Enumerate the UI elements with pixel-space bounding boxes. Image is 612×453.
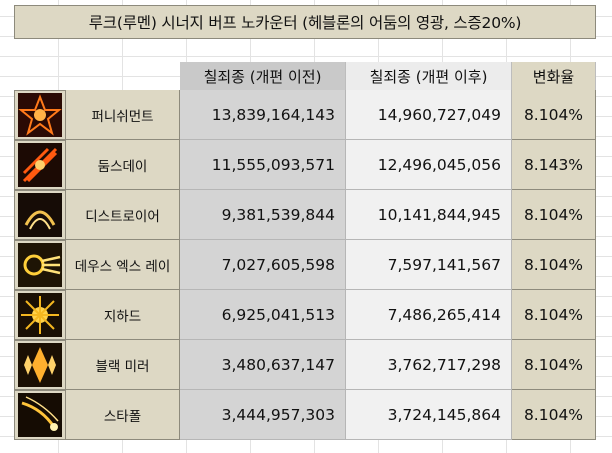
punishment-icon [18, 93, 62, 137]
icon-cell[interactable] [14, 390, 66, 440]
table-row: 블랙 미러 3,480,637,147 3,762,717,298 8.104% [14, 340, 596, 390]
skill-name[interactable]: 지하드 [66, 290, 180, 340]
value-before[interactable]: 9,381,539,844 [180, 190, 346, 240]
table-title[interactable]: 루크(루멘) 시너지 버프 노카운터 (헤블론의 어둠의 영광, 스증20%) [14, 5, 596, 39]
value-rate[interactable]: 8.104% [512, 340, 596, 390]
jihad-icon [18, 293, 62, 337]
icon-cell[interactable] [14, 90, 66, 140]
starfall-icon [18, 393, 62, 437]
doomsday-icon [18, 143, 62, 187]
skill-name[interactable]: 둠스데이 [66, 140, 180, 190]
value-rate[interactable]: 8.104% [512, 240, 596, 290]
value-before[interactable]: 3,480,637,147 [180, 340, 346, 390]
value-after[interactable]: 7,486,265,414 [346, 290, 512, 340]
value-before[interactable]: 13,839,164,143 [180, 90, 346, 140]
value-before[interactable]: 7,027,605,598 [180, 240, 346, 290]
table-row: 데우스 엑스 레이 7,027,605,598 7,597,141,567 8.… [14, 240, 596, 290]
value-rate[interactable]: 8.104% [512, 190, 596, 240]
value-after[interactable]: 14,960,727,049 [346, 90, 512, 140]
value-after[interactable]: 3,724,145,864 [346, 390, 512, 440]
value-after[interactable]: 3,762,717,298 [346, 340, 512, 390]
value-before[interactable]: 6,925,041,513 [180, 290, 346, 340]
icon-cell[interactable] [14, 290, 66, 340]
value-rate[interactable]: 8.104% [512, 90, 596, 140]
value-rate[interactable]: 8.104% [512, 390, 596, 440]
value-after[interactable]: 10,141,844,945 [346, 190, 512, 240]
table-row: 퍼니쉬먼트 13,839,164,143 14,960,727,049 8.10… [14, 90, 596, 140]
skill-name[interactable]: 퍼니쉬먼트 [66, 90, 180, 140]
table-row: 둠스데이 11,555,093,571 12,496,045,056 8.143… [14, 140, 596, 190]
value-after[interactable]: 12,496,045,056 [346, 140, 512, 190]
icon-cell[interactable] [14, 140, 66, 190]
table-row: 스타폴 3,444,957,303 3,724,145,864 8.104% [14, 390, 596, 440]
header-after[interactable]: 칠죄종 (개편 이후) [346, 62, 512, 90]
skill-name[interactable]: 블랙 미러 [66, 340, 180, 390]
value-rate[interactable]: 8.143% [512, 140, 596, 190]
icon-cell[interactable] [14, 240, 66, 290]
header-rate[interactable]: 변화율 [512, 62, 596, 90]
icon-cell[interactable] [14, 190, 66, 240]
deus-ex-ray-icon [18, 243, 62, 287]
value-rate[interactable]: 8.104% [512, 290, 596, 340]
destroyer-icon [18, 193, 62, 237]
skill-name[interactable]: 데우스 엑스 레이 [66, 240, 180, 290]
black-mirror-icon [18, 343, 62, 387]
table-row: 디스트로이어 9,381,539,844 10,141,844,945 8.10… [14, 190, 596, 240]
value-after[interactable]: 7,597,141,567 [346, 240, 512, 290]
value-before[interactable]: 3,444,957,303 [180, 390, 346, 440]
icon-cell[interactable] [14, 340, 66, 390]
header-before[interactable]: 칠죄종 (개편 이전) [180, 62, 346, 90]
value-before[interactable]: 11,555,093,571 [180, 140, 346, 190]
skill-name[interactable]: 스타폴 [66, 390, 180, 440]
skill-name[interactable]: 디스트로이어 [66, 190, 180, 240]
table-row: 지하드 6,925,041,513 7,486,265,414 8.104% [14, 290, 596, 340]
